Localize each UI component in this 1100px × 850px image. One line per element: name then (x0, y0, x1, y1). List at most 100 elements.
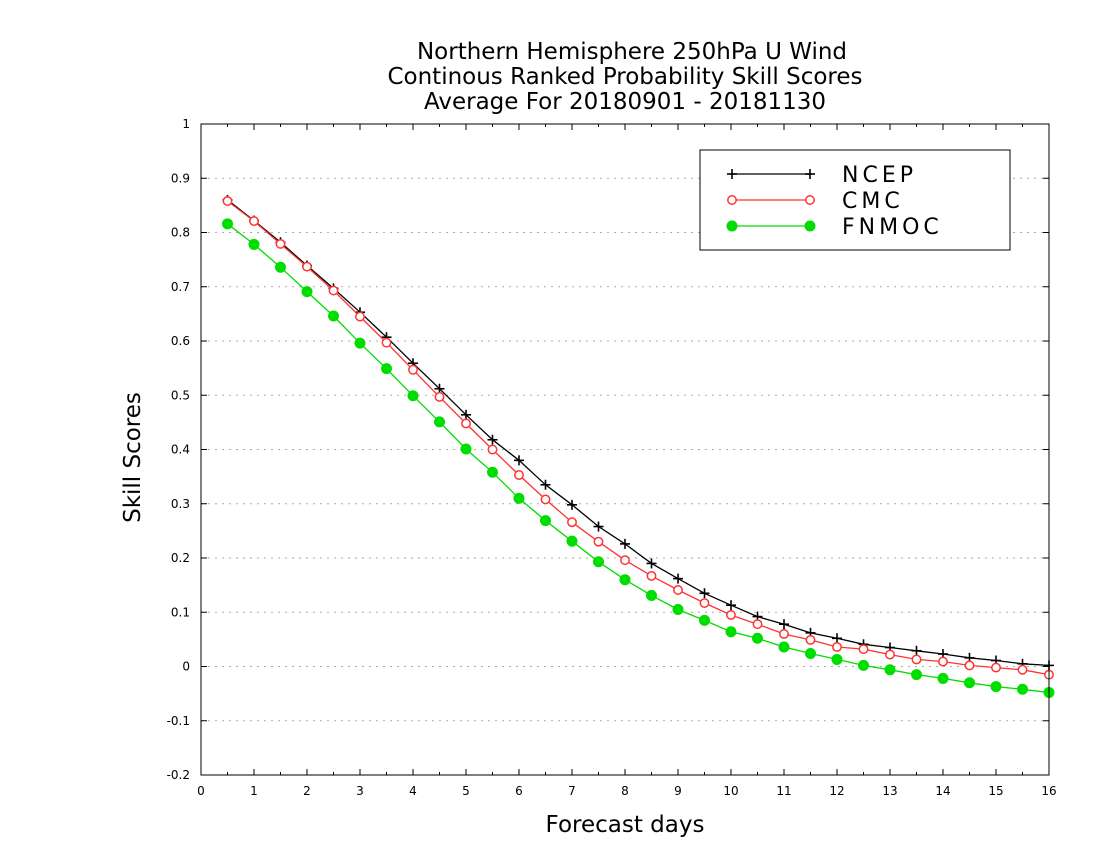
data-point-cmc (567, 517, 577, 528)
data-point-fnmoc (858, 659, 869, 671)
data-point-fnmoc (275, 261, 286, 273)
axis-ticks: -0.2-0.100.10.20.30.40.50.60.70.80.910 1 2… (167, 117, 1057, 798)
legend-item-ncep: NCEP (727, 163, 913, 188)
data-point-fnmoc (778, 641, 790, 653)
data-point-cmc (646, 570, 657, 581)
x-tick-label: 15 (988, 784, 1003, 798)
data-point-ncep (540, 479, 551, 490)
data-point-fnmoc (964, 677, 975, 689)
legend-marker-fnmoc (726, 220, 738, 232)
y-tick-label: 1 (182, 117, 190, 131)
data-point-cmc (964, 660, 975, 671)
y-tick-label: 0.4 (171, 443, 190, 457)
legend-marker-ncep (727, 169, 737, 179)
data-point-cmc (938, 656, 948, 667)
data-point-cmc (487, 444, 498, 455)
data-point-fnmoc (487, 466, 498, 478)
y-axis-label: Skill Scores (120, 392, 146, 523)
data-point-cmc (540, 494, 551, 505)
data-point-fnmoc (911, 669, 922, 681)
series-fnmoc (222, 218, 1055, 699)
data-point-cmc (885, 649, 895, 660)
data-point-fnmoc (672, 604, 684, 616)
data-point-cmc (434, 391, 445, 402)
data-point-fnmoc (805, 647, 816, 659)
data-point-ncep (646, 558, 657, 569)
series-ncep (222, 194, 1054, 671)
data-point-cmc (699, 598, 710, 608)
data-point-fnmoc (884, 664, 896, 676)
series-line-cmc (227, 200, 1050, 676)
y-tick-label: -0.1 (167, 714, 190, 728)
x-tick-label: 6 (515, 784, 523, 798)
x-tick-label: 9 (674, 784, 682, 798)
data-point-cmc (1017, 664, 1028, 675)
series-layer (222, 194, 1055, 699)
data-point-cmc (752, 619, 763, 630)
legend-marker-cmc (805, 195, 815, 205)
y-tick-label: 0.6 (171, 334, 190, 348)
data-point-ncep (673, 573, 683, 584)
data-point-fnmoc (990, 681, 1002, 693)
data-point-fnmoc (354, 337, 366, 349)
data-point-fnmoc (725, 626, 737, 638)
data-point-cmc (355, 311, 365, 322)
data-point-fnmoc (752, 632, 763, 644)
x-tick-label: 14 (935, 784, 950, 798)
data-point-fnmoc (699, 614, 710, 626)
data-point-cmc (302, 261, 312, 272)
data-point-cmc (911, 654, 922, 665)
data-point-cmc (381, 337, 392, 348)
data-point-cmc (726, 610, 736, 620)
data-point-ncep (726, 600, 736, 611)
data-point-fnmoc (301, 286, 313, 298)
data-point-ncep (779, 619, 789, 630)
legend-marker-fnmoc (804, 220, 816, 232)
x-tick-label: 2 (303, 784, 311, 798)
data-point-cmc (275, 238, 286, 249)
x-tick-label: 10 (723, 784, 738, 798)
x-tick-label: 4 (409, 784, 417, 798)
x-tick-label: 1 (250, 784, 258, 798)
series-line-fnmoc (227, 223, 1050, 694)
legend-marker-ncep (805, 169, 815, 179)
y-tick-label: 0.9 (171, 171, 190, 185)
series-cmc (222, 196, 1054, 680)
y-tick-label: 0.5 (171, 388, 190, 402)
data-point-fnmoc (434, 416, 445, 428)
data-point-cmc (779, 629, 789, 639)
data-point-ncep (487, 434, 498, 445)
chart-title: Northern Hemisphere 250hPa U Wind Contin… (387, 39, 862, 115)
data-point-cmc (832, 642, 842, 652)
x-tick-label: 0 (197, 784, 205, 798)
data-point-cmc (461, 418, 471, 429)
data-point-fnmoc (593, 556, 604, 568)
legend-item-fnmoc: FNMOC (726, 215, 943, 240)
y-tick-label: 0.7 (171, 280, 190, 294)
series-line-ncep (227, 199, 1050, 667)
data-point-ncep (461, 409, 471, 420)
data-point-fnmoc (222, 218, 233, 230)
data-point-cmc (249, 216, 259, 227)
data-point-cmc (408, 364, 418, 375)
x-tick-label: 13 (882, 784, 897, 798)
data-point-fnmoc (1017, 683, 1028, 695)
legend-label-cmc: CMC (842, 189, 904, 214)
data-point-cmc (673, 585, 683, 595)
y-tick-label: 0.1 (171, 605, 190, 619)
legend-marker-cmc (727, 195, 737, 205)
data-point-fnmoc (513, 492, 525, 504)
y-tick-label: -0.2 (167, 768, 190, 782)
data-point-ncep (567, 499, 577, 510)
legend-item-cmc: CMC (727, 189, 904, 214)
data-point-fnmoc (619, 574, 631, 586)
data-point-fnmoc (566, 535, 578, 547)
data-point-fnmoc (328, 310, 339, 322)
data-point-ncep (911, 645, 922, 656)
data-point-cmc (991, 662, 1001, 673)
x-tick-label: 16 (1041, 784, 1056, 798)
y-tick-label: 0.8 (171, 226, 190, 240)
legend-label-fnmoc: FNMOC (842, 215, 943, 240)
